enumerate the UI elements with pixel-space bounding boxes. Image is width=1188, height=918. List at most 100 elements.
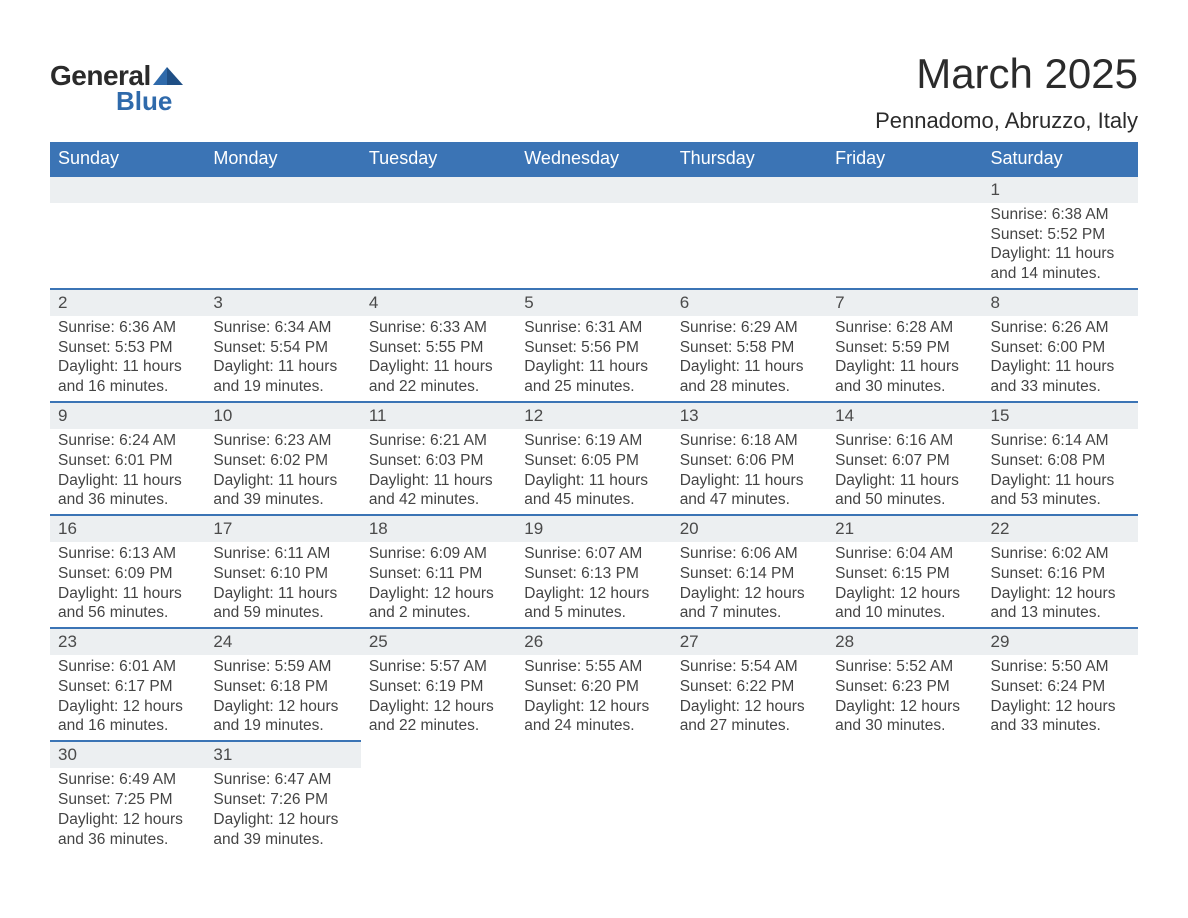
sunrise-text: Sunrise: 6:19 AM [524,431,663,451]
sunrise-text: Sunrise: 6:06 AM [680,544,819,564]
day-body [361,203,516,209]
sunrise-text: Sunrise: 5:54 AM [680,657,819,677]
week-row: 2Sunrise: 6:36 AMSunset: 5:53 PMDaylight… [50,288,1138,401]
day-a-text: Daylight: 11 hours [58,357,197,377]
day-body: Sunrise: 6:18 AMSunset: 6:06 PMDaylight:… [672,429,827,514]
day-cell: 6Sunrise: 6:29 AMSunset: 5:58 PMDaylight… [672,288,827,401]
sunrise-text: Sunrise: 6:47 AM [213,770,352,790]
sunset-text: Sunset: 5:56 PM [524,338,663,358]
day-cell-blank [672,175,827,288]
title-block: March 2025 Pennadomo, Abruzzo, Italy [875,50,1138,134]
day-number: 10 [205,401,360,429]
day-number: 18 [361,514,516,542]
day-cell: 19Sunrise: 6:07 AMSunset: 6:13 PMDayligh… [516,514,671,627]
sunrise-text: Sunrise: 6:29 AM [680,318,819,338]
day-number: 16 [50,514,205,542]
day-cell-blank [361,740,516,853]
sunset-text: Sunset: 6:23 PM [835,677,974,697]
day-b-text: and 25 minutes. [524,377,663,397]
day-number [827,175,982,203]
day-cell: 24Sunrise: 5:59 AMSunset: 6:18 PMDayligh… [205,627,360,740]
day-cell-blank [205,175,360,288]
day-body: Sunrise: 6:21 AMSunset: 6:03 PMDaylight:… [361,429,516,514]
day-body: Sunrise: 5:55 AMSunset: 6:20 PMDaylight:… [516,655,671,740]
day-b-text: and 59 minutes. [213,603,352,623]
day-b-text: and 24 minutes. [524,716,663,736]
day-cell: 12Sunrise: 6:19 AMSunset: 6:05 PMDayligh… [516,401,671,514]
day-number: 23 [50,627,205,655]
day-b-text: and 7 minutes. [680,603,819,623]
day-body [672,203,827,209]
day-a-text: Daylight: 11 hours [213,584,352,604]
day-cell: 18Sunrise: 6:09 AMSunset: 6:11 PMDayligh… [361,514,516,627]
day-body: Sunrise: 6:34 AMSunset: 5:54 PMDaylight:… [205,316,360,401]
sunset-text: Sunset: 6:05 PM [524,451,663,471]
sunrise-text: Sunrise: 6:23 AM [213,431,352,451]
day-cell: 4Sunrise: 6:33 AMSunset: 5:55 PMDaylight… [361,288,516,401]
day-number: 21 [827,514,982,542]
sunset-text: Sunset: 7:26 PM [213,790,352,810]
day-cell-blank [827,740,982,853]
day-number: 1 [983,175,1138,203]
sunrise-text: Sunrise: 6:16 AM [835,431,974,451]
day-number: 26 [516,627,671,655]
day-cell-blank [672,740,827,853]
day-cell: 29Sunrise: 5:50 AMSunset: 6:24 PMDayligh… [983,627,1138,740]
day-number: 31 [205,740,360,768]
day-cell: 31Sunrise: 6:47 AMSunset: 7:26 PMDayligh… [205,740,360,853]
day-a-text: Daylight: 11 hours [524,357,663,377]
sunset-text: Sunset: 6:06 PM [680,451,819,471]
day-body: Sunrise: 6:04 AMSunset: 6:15 PMDaylight:… [827,542,982,627]
day-body: Sunrise: 5:59 AMSunset: 6:18 PMDaylight:… [205,655,360,740]
sunset-text: Sunset: 6:00 PM [991,338,1130,358]
sunset-text: Sunset: 6:01 PM [58,451,197,471]
day-number [983,740,1138,766]
sunrise-text: Sunrise: 5:59 AM [213,657,352,677]
day-a-text: Daylight: 11 hours [680,471,819,491]
day-number: 12 [516,401,671,429]
day-b-text: and 13 minutes. [991,603,1130,623]
day-number: 5 [516,288,671,316]
sunset-text: Sunset: 6:18 PM [213,677,352,697]
day-a-text: Daylight: 11 hours [524,471,663,491]
sunset-text: Sunset: 6:02 PM [213,451,352,471]
day-cell: 23Sunrise: 6:01 AMSunset: 6:17 PMDayligh… [50,627,205,740]
sunset-text: Sunset: 5:58 PM [680,338,819,358]
sunrise-text: Sunrise: 6:13 AM [58,544,197,564]
sunset-text: Sunset: 6:10 PM [213,564,352,584]
day-a-text: Daylight: 11 hours [991,357,1130,377]
sunrise-text: Sunrise: 6:36 AM [58,318,197,338]
day-cell: 9Sunrise: 6:24 AMSunset: 6:01 PMDaylight… [50,401,205,514]
sunrise-text: Sunrise: 5:50 AM [991,657,1130,677]
day-body: Sunrise: 6:02 AMSunset: 6:16 PMDaylight:… [983,542,1138,627]
sunset-text: Sunset: 6:11 PM [369,564,508,584]
sunrise-text: Sunrise: 6:11 AM [213,544,352,564]
sunset-text: Sunset: 6:24 PM [991,677,1130,697]
day-b-text: and 33 minutes. [991,377,1130,397]
day-a-text: Daylight: 11 hours [58,584,197,604]
day-body: Sunrise: 6:38 AMSunset: 5:52 PMDaylight:… [983,203,1138,288]
day-a-text: Daylight: 11 hours [680,357,819,377]
sunrise-text: Sunrise: 6:28 AM [835,318,974,338]
day-body [516,203,671,209]
sunset-text: Sunset: 6:08 PM [991,451,1130,471]
day-number: 17 [205,514,360,542]
sunrise-text: Sunrise: 6:49 AM [58,770,197,790]
day-number: 14 [827,401,982,429]
sunset-text: Sunset: 6:17 PM [58,677,197,697]
header: General Blue March 2025 Pennadomo, Abruz… [50,50,1138,134]
day-b-text: and 42 minutes. [369,490,508,510]
sunrise-text: Sunrise: 6:31 AM [524,318,663,338]
day-b-text: and 30 minutes. [835,377,974,397]
day-cell: 16Sunrise: 6:13 AMSunset: 6:09 PMDayligh… [50,514,205,627]
day-body: Sunrise: 6:29 AMSunset: 5:58 PMDaylight:… [672,316,827,401]
day-b-text: and 56 minutes. [58,603,197,623]
day-number: 20 [672,514,827,542]
day-body [50,203,205,209]
day-a-text: Daylight: 12 hours [680,584,819,604]
day-b-text: and 27 minutes. [680,716,819,736]
day-body: Sunrise: 5:54 AMSunset: 6:22 PMDaylight:… [672,655,827,740]
day-number: 13 [672,401,827,429]
day-number: 3 [205,288,360,316]
sunrise-text: Sunrise: 6:01 AM [58,657,197,677]
